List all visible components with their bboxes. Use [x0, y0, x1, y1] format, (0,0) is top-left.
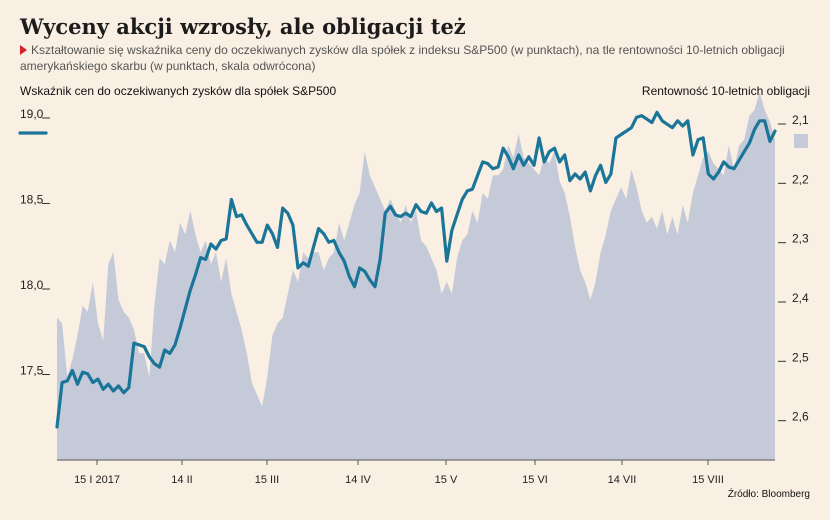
left-y-tick-label: 17,5 — [20, 364, 44, 378]
x-tick-label: 15 VI — [522, 474, 548, 486]
right-y-tick-label: 2,5 — [792, 350, 809, 364]
right-y-tick-label: 2,3 — [792, 232, 809, 246]
left-y-tick-label: 18,0 — [20, 278, 44, 292]
chart-subtitle: Kształtowanie się wskaźnika ceny do ocze… — [20, 42, 800, 74]
x-tick-label: 14 II — [171, 474, 192, 486]
right-y-tick-label: 2,4 — [792, 291, 809, 305]
x-tick-label: 15 III — [255, 474, 279, 486]
x-tick-label: 15 VIII — [692, 474, 724, 486]
series-line-pe-ratio — [55, 110, 777, 429]
series-area-bond-yield — [57, 92, 775, 460]
right-y-tick-label: 2,2 — [792, 172, 809, 186]
x-tick-label: 15 V — [435, 474, 458, 486]
x-tick-label: 15 I 2017 — [74, 474, 120, 486]
red-triangle-icon — [20, 45, 27, 55]
chart-title: Wyceny akcji wzrosły, ale obligacji też — [20, 14, 466, 39]
subtitle-text: Kształtowanie się wskaźnika ceny do ocze… — [20, 43, 785, 73]
legend-swatch-yield-area — [794, 134, 808, 148]
source-note: Źródło: Bloomberg — [727, 489, 810, 500]
left-y-tick-label: 18,5 — [20, 193, 44, 207]
right-axis-label: Rentowność 10-letnich obligacji — [641, 84, 810, 98]
left-axis-label: Wskaźnik cen do oczekiwanych zysków dla … — [20, 84, 337, 98]
right-y-tick-label: 2,6 — [792, 410, 809, 424]
x-tick-label: 14 IV — [345, 474, 371, 486]
right-y-tick-label: 2,1 — [792, 113, 809, 127]
left-y-tick-label: 19,0 — [20, 107, 44, 121]
x-tick-label: 14 VII — [608, 474, 637, 486]
